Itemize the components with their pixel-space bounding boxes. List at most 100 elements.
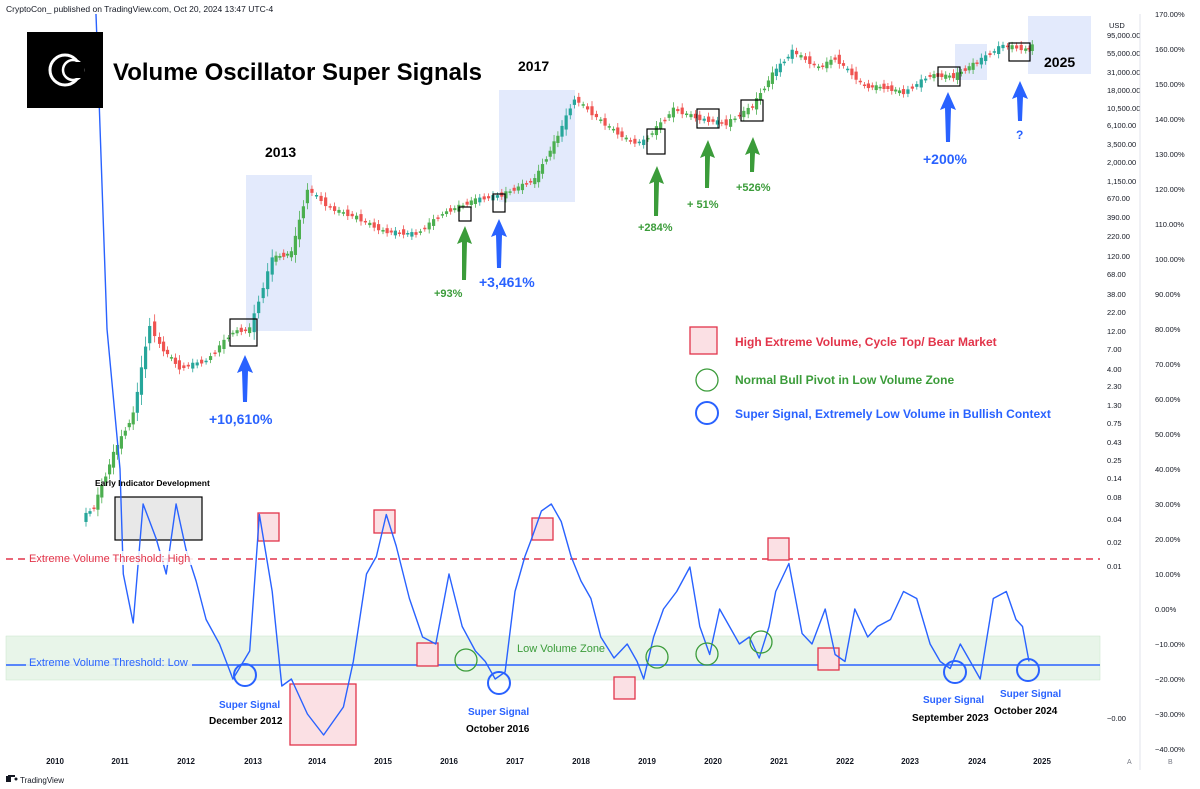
candle-body bbox=[707, 116, 711, 122]
candle-body bbox=[577, 96, 581, 103]
candle-body bbox=[799, 55, 803, 58]
candle-body bbox=[581, 104, 585, 106]
price-tick-label: 4.00 bbox=[1107, 365, 1122, 374]
candle-body bbox=[948, 75, 952, 78]
candle-body bbox=[540, 164, 545, 174]
gain-label-green: +526% bbox=[736, 182, 771, 194]
candle-body bbox=[516, 186, 520, 191]
candle-body bbox=[235, 330, 239, 334]
price-tick-label: 22.00 bbox=[1107, 308, 1126, 317]
candle-body bbox=[495, 195, 499, 198]
candle-body bbox=[222, 339, 226, 350]
candle-body bbox=[812, 63, 816, 66]
candle-body bbox=[854, 71, 858, 80]
candle-body bbox=[963, 68, 967, 71]
candle-body bbox=[305, 189, 309, 204]
candle-body bbox=[837, 54, 841, 64]
oscillator-tick-label: −20.00% bbox=[1155, 675, 1185, 684]
publisher-line: CryptoCon_ published on TradingView.com,… bbox=[6, 4, 274, 14]
candle-body bbox=[1019, 44, 1023, 51]
super-signal-date: October 2024 bbox=[994, 706, 1058, 717]
cycle-highlight-2013 bbox=[246, 175, 312, 331]
candle-body bbox=[841, 63, 846, 66]
gain-label-blue: ? bbox=[1016, 128, 1023, 142]
time-axis[interactable]: 2010 2011 2012 2013 2014 2015 2016 2017 2018 2019… bbox=[46, 757, 1173, 766]
cycle-label: 2013 bbox=[265, 144, 296, 160]
candle-body bbox=[410, 232, 414, 237]
candle-body bbox=[473, 198, 477, 205]
candle-body bbox=[252, 313, 256, 333]
page-title: Volume Oscillator Super Signals bbox=[113, 59, 482, 86]
price-axis-currency: USD bbox=[1109, 21, 1125, 30]
candle-body bbox=[449, 208, 453, 212]
brand-logo: C bbox=[27, 32, 103, 108]
candle-body bbox=[878, 86, 882, 89]
price-tick-label: 0.01 bbox=[1107, 562, 1122, 571]
candle-body bbox=[200, 359, 204, 364]
candle-body bbox=[270, 257, 274, 275]
oscillator-tick-label: −30.00% bbox=[1155, 710, 1185, 719]
blue-circle-marker bbox=[487, 671, 511, 695]
candle-body bbox=[971, 62, 975, 70]
candle-body bbox=[548, 150, 552, 157]
candle-body bbox=[829, 59, 833, 65]
candle-body bbox=[862, 84, 867, 87]
oscillator-tick-label: 60.00% bbox=[1155, 395, 1181, 404]
price-tick-label: −0.00 bbox=[1107, 714, 1126, 723]
candle-body bbox=[979, 57, 983, 65]
green-circle-marker bbox=[454, 648, 478, 672]
candle-body bbox=[650, 133, 654, 135]
candle-body bbox=[586, 106, 590, 110]
super-signal-date: September 2023 bbox=[912, 713, 989, 724]
candle-body bbox=[955, 72, 960, 80]
early-dev-box bbox=[114, 496, 203, 541]
gain-label-green: +93% bbox=[434, 288, 463, 300]
signal-box bbox=[229, 318, 258, 347]
candle-body bbox=[402, 229, 406, 235]
candle-body bbox=[671, 107, 675, 118]
candle-body bbox=[1030, 44, 1034, 51]
candle-body bbox=[821, 65, 825, 68]
candle-body bbox=[646, 137, 650, 140]
gain-label-blue: +10,610% bbox=[209, 411, 273, 427]
candle-body bbox=[341, 212, 345, 214]
price-tick-label: 2.30 bbox=[1107, 382, 1122, 391]
price-tick-label: 38.00 bbox=[1107, 290, 1126, 299]
candle-body bbox=[786, 56, 790, 59]
candle-body bbox=[940, 73, 944, 78]
candle-body bbox=[173, 357, 178, 364]
candle-body bbox=[975, 62, 979, 64]
price-tick-label: 2,000.00 bbox=[1107, 158, 1136, 167]
candle-body bbox=[84, 512, 88, 522]
candle-body bbox=[951, 73, 956, 79]
price-tick-label: 6,100.00 bbox=[1107, 121, 1136, 130]
price-tick-label: 0.25 bbox=[1107, 456, 1122, 465]
candle-body bbox=[231, 332, 235, 335]
candle-body bbox=[319, 195, 323, 202]
oscillator-tick-label: 90.00% bbox=[1155, 290, 1181, 299]
year-tick-label: 2010 bbox=[46, 757, 64, 766]
green-circle-group bbox=[454, 630, 773, 672]
candle-body bbox=[733, 118, 737, 121]
candle-body bbox=[1015, 45, 1019, 49]
candle-body bbox=[504, 191, 508, 199]
candle-body bbox=[724, 119, 728, 126]
candle-body bbox=[833, 57, 837, 60]
candle-body bbox=[766, 80, 771, 88]
oscillator-tick-label: 40.00% bbox=[1155, 465, 1181, 474]
candle-body bbox=[715, 120, 719, 125]
candle-body bbox=[385, 228, 389, 234]
oscillator-axis[interactable]: 170.00% 160.00% 150.00% 140.00% 130.00% 120.0… bbox=[1155, 10, 1185, 754]
candle-body bbox=[817, 66, 821, 69]
price-tick-label: 1,150.00 bbox=[1107, 177, 1136, 186]
cycle-label: 2017 bbox=[518, 58, 549, 74]
blue-circle-marker bbox=[233, 663, 257, 687]
blue-arrow-icon bbox=[237, 355, 253, 402]
candle-body bbox=[898, 90, 902, 94]
price-tick-label: 18,000.00 bbox=[1107, 86, 1140, 95]
candle-body bbox=[274, 255, 278, 262]
candle-body bbox=[919, 79, 923, 88]
candle-body bbox=[751, 106, 755, 108]
candle-body bbox=[161, 341, 166, 352]
